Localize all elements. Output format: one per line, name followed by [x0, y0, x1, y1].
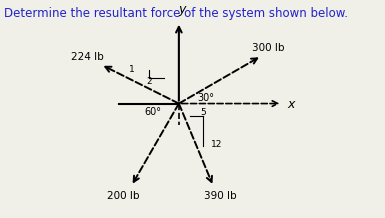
Text: 300 lb: 300 lb [252, 43, 285, 53]
Text: y: y [178, 3, 185, 16]
Text: 200 lb: 200 lb [107, 191, 139, 201]
Text: Determine the resultant force of the system shown below.: Determine the resultant force of the sys… [4, 7, 348, 20]
Text: 224 lb: 224 lb [71, 52, 104, 62]
Text: 2: 2 [146, 77, 152, 86]
Text: 390 lb: 390 lb [204, 191, 237, 201]
Text: 1: 1 [129, 65, 135, 74]
Text: 12: 12 [211, 140, 223, 150]
Text: 60°: 60° [144, 107, 161, 117]
Text: 30°: 30° [198, 93, 214, 102]
Text: x: x [287, 98, 295, 111]
Text: 5: 5 [200, 108, 206, 117]
